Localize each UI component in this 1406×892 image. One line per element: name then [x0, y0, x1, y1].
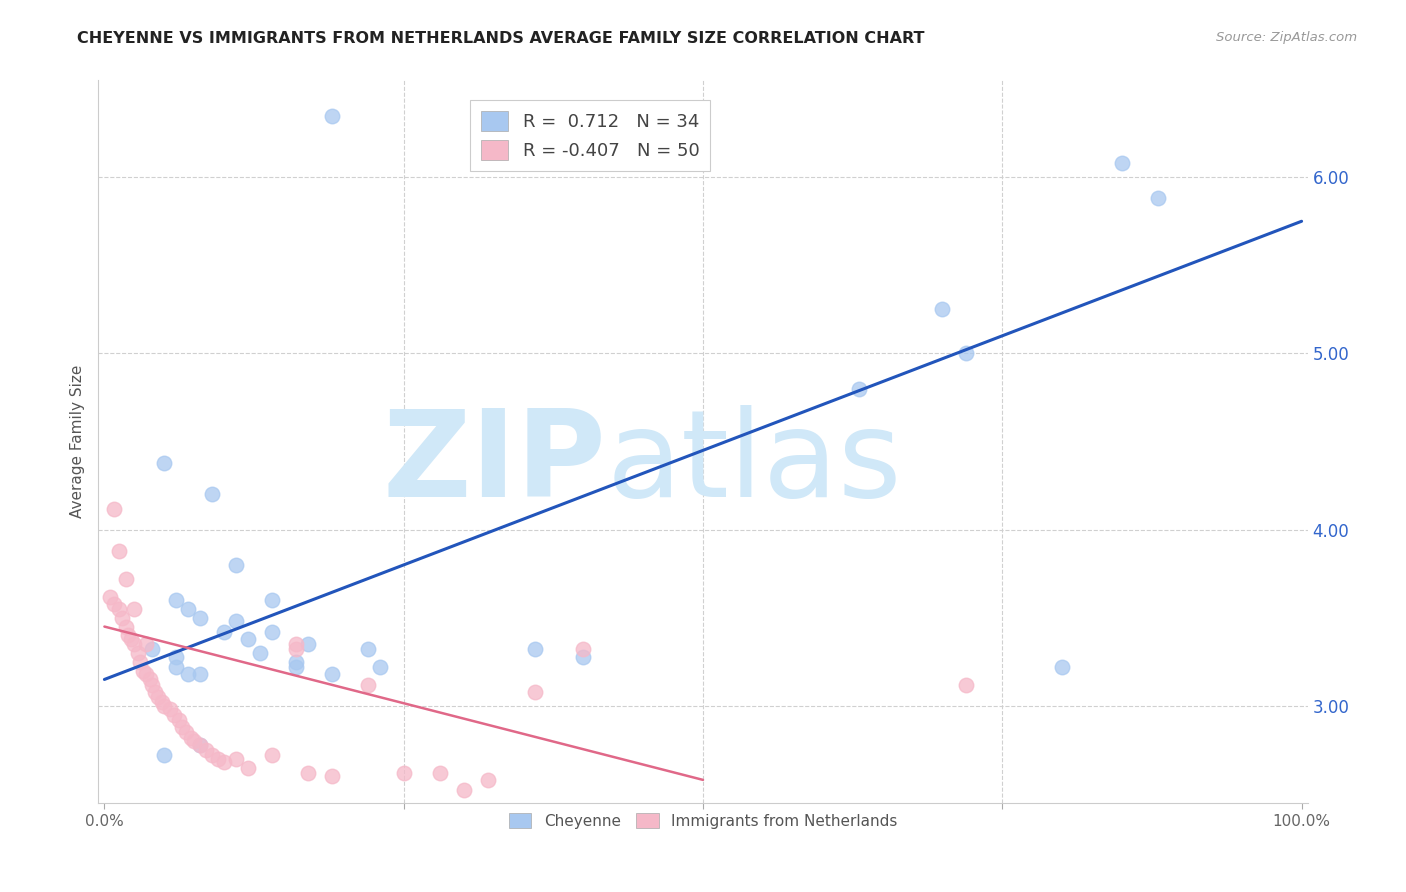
Point	[115, 572, 138, 586]
Point	[153, 748, 176, 763]
Point	[524, 642, 547, 657]
Point	[117, 628, 139, 642]
Point	[129, 655, 152, 669]
Point	[115, 619, 138, 633]
Point	[177, 667, 200, 681]
Point	[180, 731, 202, 745]
Point	[392, 765, 415, 780]
Point	[260, 748, 283, 763]
Point	[153, 698, 176, 713]
Point	[284, 642, 307, 657]
Point	[297, 765, 319, 780]
Point	[477, 772, 499, 787]
Point	[132, 664, 155, 678]
Point	[212, 756, 235, 770]
Point	[284, 660, 307, 674]
Point	[207, 752, 229, 766]
Point	[236, 760, 259, 774]
Point	[1111, 156, 1133, 170]
Point	[188, 738, 211, 752]
Point	[188, 738, 211, 752]
Point	[321, 109, 343, 123]
Point	[165, 593, 187, 607]
Point	[368, 660, 391, 674]
Point	[297, 637, 319, 651]
Y-axis label: Average Family Size: Average Family Size	[70, 365, 86, 518]
Point	[955, 346, 977, 360]
Point	[135, 637, 157, 651]
Point	[107, 602, 129, 616]
Point	[165, 660, 187, 674]
Point	[111, 611, 134, 625]
Point	[429, 765, 451, 780]
Point	[225, 752, 247, 766]
Point	[260, 593, 283, 607]
Point	[848, 382, 870, 396]
Point	[249, 646, 271, 660]
Point	[212, 624, 235, 639]
Text: Source: ZipAtlas.com: Source: ZipAtlas.com	[1216, 31, 1357, 45]
Point	[148, 690, 170, 704]
Point	[188, 611, 211, 625]
Point	[159, 702, 181, 716]
Point	[284, 655, 307, 669]
Point	[141, 642, 163, 657]
Point	[357, 678, 380, 692]
Point	[931, 302, 953, 317]
Point	[260, 624, 283, 639]
Point	[103, 597, 125, 611]
Point	[163, 707, 186, 722]
Point	[127, 646, 149, 660]
Point	[321, 667, 343, 681]
Point	[124, 637, 146, 651]
Point	[195, 743, 218, 757]
Point	[150, 695, 173, 709]
Point	[572, 642, 595, 657]
Point	[1050, 660, 1073, 674]
Text: CHEYENNE VS IMMIGRANTS FROM NETHERLANDS AVERAGE FAMILY SIZE CORRELATION CHART: CHEYENNE VS IMMIGRANTS FROM NETHERLANDS …	[77, 31, 925, 46]
Point	[120, 632, 142, 646]
Legend: Cheyenne, Immigrants from Netherlands: Cheyenne, Immigrants from Netherlands	[502, 806, 904, 835]
Text: ZIP: ZIP	[382, 405, 606, 522]
Point	[172, 720, 194, 734]
Point	[284, 637, 307, 651]
Point	[143, 685, 166, 699]
Point	[321, 769, 343, 783]
Point	[124, 602, 146, 616]
Point	[183, 734, 205, 748]
Point	[177, 602, 200, 616]
Point	[453, 783, 475, 797]
Point	[135, 667, 157, 681]
Point	[357, 642, 380, 657]
Point	[141, 678, 163, 692]
Point	[188, 667, 211, 681]
Point	[174, 725, 197, 739]
Point	[139, 673, 162, 687]
Point	[955, 678, 977, 692]
Point	[103, 501, 125, 516]
Point	[225, 558, 247, 572]
Point	[524, 685, 547, 699]
Point	[572, 649, 595, 664]
Point	[153, 456, 176, 470]
Point	[236, 632, 259, 646]
Point	[1147, 191, 1170, 205]
Point	[167, 713, 190, 727]
Point	[201, 748, 224, 763]
Point	[100, 590, 122, 604]
Point	[165, 649, 187, 664]
Point	[201, 487, 224, 501]
Point	[107, 543, 129, 558]
Point	[225, 615, 247, 629]
Text: atlas: atlas	[606, 405, 901, 522]
